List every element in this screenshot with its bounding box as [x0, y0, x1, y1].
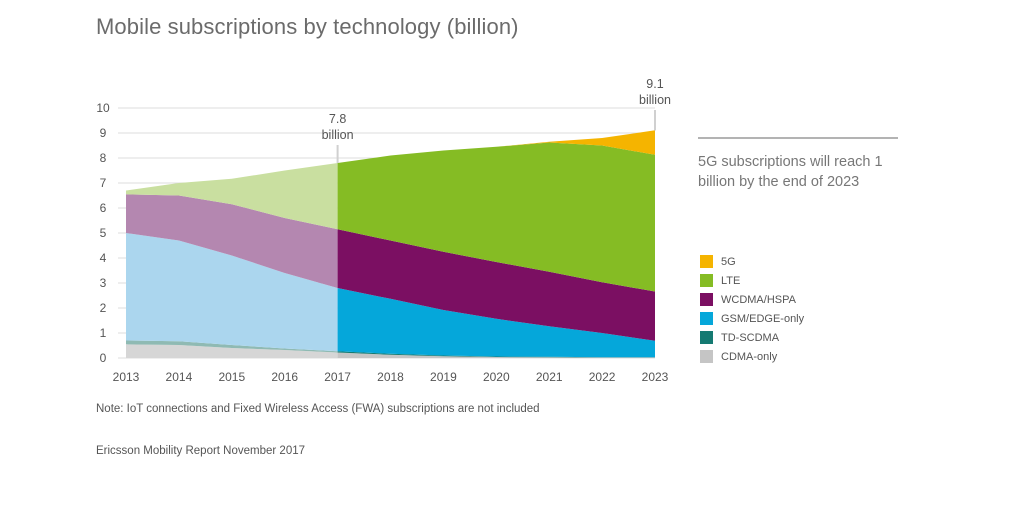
legend-item-5g: 5G	[700, 252, 804, 271]
y-tick-label: 5	[100, 226, 107, 240]
area-gsm-edge-only-historical	[126, 233, 338, 352]
legend-item-td-scdma: TD-SCDMA	[700, 328, 804, 347]
legend-swatch	[700, 331, 713, 344]
y-tick-label: 6	[100, 201, 107, 215]
x-tick-label: 2023	[642, 370, 669, 384]
legend-swatch	[700, 312, 713, 325]
callout-divider	[698, 137, 898, 139]
area-cdma-only-forecast	[337, 352, 655, 358]
y-tick-label: 0	[100, 351, 107, 365]
x-tick-label: 2020	[483, 370, 510, 384]
legend-item-lte: LTE	[700, 271, 804, 290]
legend-swatch	[700, 350, 713, 363]
x-tick-label: 2019	[430, 370, 457, 384]
callout-text: 5G subscriptions will reach 1 billion by…	[698, 154, 883, 190]
annotation-value: 7.8	[329, 112, 346, 126]
y-tick-label: 8	[100, 151, 107, 165]
legend-item-gsm-edge-only: GSM/EDGE-only	[700, 309, 804, 328]
y-tick-label: 10	[96, 101, 110, 115]
chart-title: Mobile subscriptions by technology (bill…	[96, 14, 519, 39]
annotation-value: 9.1	[646, 77, 663, 91]
legend-label: 5G	[721, 255, 736, 268]
area-gsm-edge-only-forecast	[337, 288, 655, 358]
area-td-scdma-historical	[126, 340, 338, 353]
legend-label: TD-SCDMA	[721, 331, 780, 344]
annotation-unit: billion	[639, 93, 671, 107]
y-tick-label: 1	[100, 326, 107, 340]
x-tick-label: 2014	[166, 370, 193, 384]
x-tick-label: 2021	[536, 370, 563, 384]
area-lte-forecast	[337, 142, 655, 292]
y-tick-label: 4	[100, 251, 107, 265]
area-lte-historical	[126, 163, 338, 230]
annotation-unit: billion	[322, 128, 354, 142]
chart-source: Ericsson Mobility Report November 2017	[96, 445, 306, 457]
legend-item-cdma-only: CDMA-only	[700, 347, 804, 366]
y-tick-label: 7	[100, 176, 107, 190]
legend-label: GSM/EDGE-only	[721, 312, 805, 325]
legend-label: LTE	[721, 274, 741, 287]
area-cdma-only-historical	[126, 344, 338, 358]
legend-item-wcdma-hspa: WCDMA/HSPA	[700, 290, 804, 309]
area-wcdma-hspa-historical	[126, 194, 338, 288]
legend-swatch	[700, 274, 713, 287]
y-tick-label: 2	[100, 301, 107, 315]
chart-note: Note: IoT connections and Fixed Wireless…	[96, 403, 540, 415]
legend-swatch	[700, 293, 713, 306]
x-tick-label: 2013	[113, 370, 140, 384]
legend-swatch	[700, 255, 713, 268]
x-tick-label: 2017	[324, 370, 351, 384]
area-wcdma-hspa-forecast	[337, 229, 655, 341]
x-tick-label: 2022	[589, 370, 616, 384]
x-tick-label: 2016	[271, 370, 298, 384]
chart-legend: 5G LTE WCDMA/HSPA GSM/EDGE-only TD-SCDMA CDMA…	[700, 252, 804, 366]
legend-label: WCDMA/HSPA	[721, 293, 796, 306]
area-td-scdma-forecast	[337, 351, 655, 358]
x-tick-label: 2015	[218, 370, 245, 384]
legend-label: CDMA-only	[721, 350, 778, 363]
x-tick-label: 2018	[377, 370, 404, 384]
y-tick-label: 3	[100, 276, 107, 290]
y-tick-label: 9	[100, 126, 107, 140]
